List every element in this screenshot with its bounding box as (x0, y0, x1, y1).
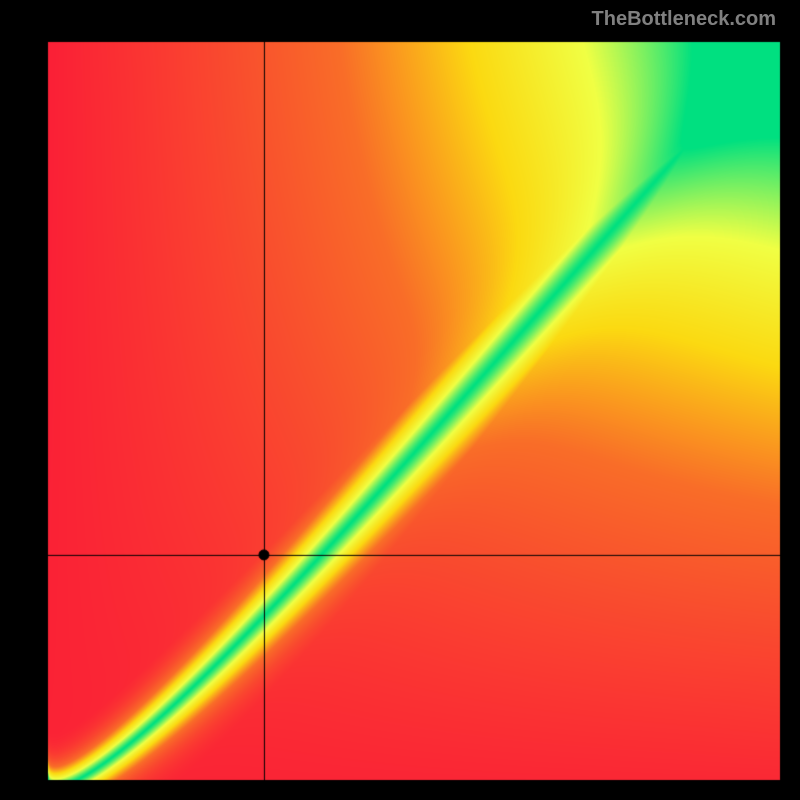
chart-container: TheBottleneck.com (0, 0, 800, 800)
watermark-label: TheBottleneck.com (592, 8, 776, 31)
heatmap-canvas (0, 0, 800, 800)
